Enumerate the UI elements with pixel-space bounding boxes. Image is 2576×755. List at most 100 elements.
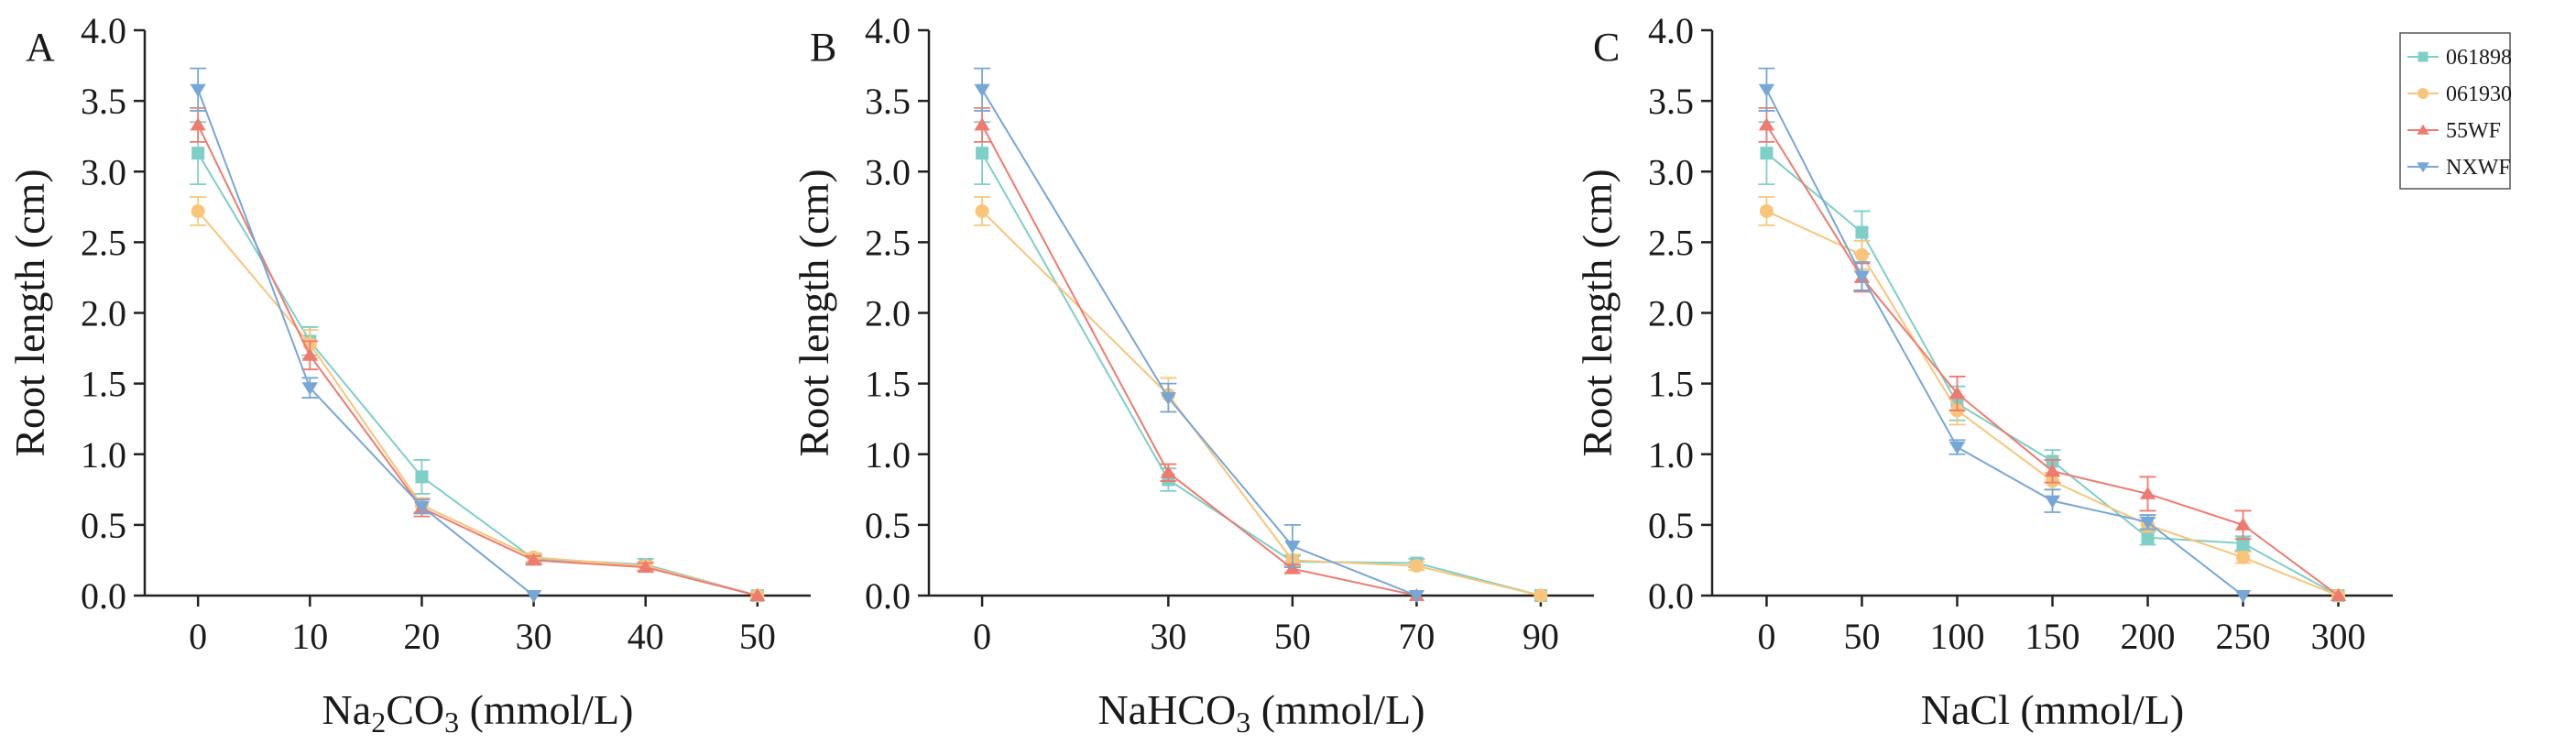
legend: 061898 061930 55WF NXWF (2399, 32, 2512, 190)
x-axis-title-part: (mmol/L) (1250, 686, 1424, 733)
x-tick-label: 0 (189, 616, 207, 657)
x-axis-title-part: CO (386, 686, 444, 733)
x-tick-label: 150 (2025, 616, 2080, 657)
x-tick-label: 40 (628, 616, 664, 657)
y-tick-label: 2.0 (81, 293, 126, 334)
x-tick-label: 300 (2311, 616, 2366, 657)
data-point-55wf (190, 117, 206, 131)
data-point-55wf (2330, 588, 2347, 601)
x-tick-label: 90 (1523, 616, 1559, 657)
x-axis-title-part: Na (322, 686, 372, 733)
data-point-55wf (2234, 517, 2252, 531)
legend-label: NXWF (2446, 156, 2511, 180)
y-tick-label: 1.5 (81, 364, 126, 405)
legend-marker (2418, 88, 2429, 99)
x-tick-label: 30 (1150, 616, 1186, 657)
x-tick-label: 10 (291, 616, 328, 657)
legend-entry-061930: 061930 (2407, 82, 2512, 106)
x-tick-label: 50 (1274, 616, 1311, 657)
data-point-061930 (1854, 247, 1869, 262)
series-line-nxwf (981, 89, 1417, 596)
x-tick-label: 250 (2216, 616, 2271, 657)
x-axis-title: NaCl (mmol/L) (1921, 686, 2184, 733)
y-tick-label: 3.5 (1648, 81, 1694, 122)
data-point-nxwf (2139, 516, 2156, 530)
series-line-nxwf (197, 89, 535, 596)
panel-letter: A (26, 25, 55, 70)
panel-letter: C (1593, 25, 1620, 70)
data-point-55wf (638, 560, 654, 574)
data-point-nxwf (1948, 442, 1966, 455)
x-tick-label: 0 (973, 616, 991, 657)
legend-marker (2417, 162, 2429, 173)
panel-letter: B (810, 25, 836, 70)
series-nxwf (190, 67, 542, 603)
x-axis-title: Na2CO3 (mmol/L) (322, 686, 634, 739)
x-axis-title-part: (mmol/L) (459, 686, 633, 733)
y-tick-label: 2.5 (81, 222, 126, 263)
data-point-nxwf (1853, 270, 1871, 284)
y-tick-label: 0.0 (81, 575, 126, 617)
data-point-55wf (301, 347, 318, 361)
y-axis-title: Root length (cm) (791, 169, 837, 456)
y-tick-label: 0.5 (1648, 505, 1694, 546)
data-point-55wf (749, 588, 766, 601)
data-point-061898 (1760, 147, 1774, 160)
data-point-061930 (975, 203, 989, 218)
data-point-nxwf (2044, 495, 2061, 509)
series-line-nxwf (1765, 89, 2244, 596)
y-tick-label: 2.5 (865, 222, 911, 263)
x-tick-label: 70 (1398, 616, 1435, 657)
legend-label: 061930 (2446, 82, 2512, 106)
data-point-nxwf (190, 83, 206, 97)
data-point-061898 (191, 147, 205, 160)
data-point-nxwf (974, 83, 990, 97)
x-axis-title-subscript: 3 (444, 706, 459, 739)
data-point-55wf (974, 117, 990, 131)
legend-entry-061898: 061898 (2407, 46, 2512, 70)
x-axis-title-part: NaHCO (1097, 686, 1236, 733)
data-point-nxwf (1408, 590, 1425, 603)
y-tick-label: 4.0 (865, 10, 911, 51)
y-tick-label: 0.5 (865, 505, 911, 546)
data-point-061898 (976, 147, 989, 160)
data-point-55wf (2139, 486, 2156, 499)
data-point-061930 (2236, 550, 2251, 564)
y-tick-label: 3.5 (81, 81, 126, 122)
data-point-061930 (1534, 588, 1548, 603)
data-point-nxwf (1284, 541, 1301, 553)
data-point-55wf (1948, 386, 1966, 399)
data-point-061898 (2236, 536, 2250, 550)
data-point-55wf (525, 553, 542, 566)
y-tick-label: 2.0 (865, 293, 911, 334)
x-axis-title-subscript: 2 (371, 706, 386, 739)
data-point-061930 (191, 203, 205, 218)
data-point-061930 (1409, 559, 1424, 574)
y-tick-label: 2.0 (1648, 293, 1694, 334)
series-nxwf (1758, 67, 2252, 603)
y-tick-label: 1.0 (865, 434, 911, 476)
y-tick-label: 0.0 (1648, 575, 1694, 617)
legend-entry-55wf: 55WF (2407, 119, 2501, 143)
x-tick-label: 200 (2121, 616, 2176, 657)
data-point-061898 (415, 470, 429, 484)
y-tick-label: 3.0 (81, 151, 126, 192)
y-tick-label: 3.5 (865, 81, 911, 122)
y-tick-label: 4.0 (81, 10, 126, 51)
x-axis-title-subscript: 3 (1236, 706, 1250, 739)
data-point-061898 (2141, 531, 2155, 544)
data-point-nxwf (2234, 590, 2252, 603)
x-tick-label: 50 (739, 616, 776, 657)
series-line-55wf (197, 124, 759, 596)
legend-label: 061898 (2446, 46, 2512, 70)
x-tick-label: 100 (1929, 616, 1984, 657)
chart-panel-b: 0.0 0.5 1.0 1.5 2.0 2.5 3.0 3.5 4.0 0 30 50 70 90 Root… (791, 10, 1594, 739)
legend-label: 55WF (2446, 119, 2501, 143)
y-tick-label: 1.5 (1648, 364, 1694, 405)
y-tick-label: 4.0 (1648, 10, 1694, 51)
x-axis-title-part: NaCl (mmol/L) (1921, 686, 2184, 733)
data-point-061930 (1759, 203, 1774, 218)
x-axis-title: NaHCO3 (mmol/L) (1097, 686, 1424, 739)
data-point-55wf (2044, 464, 2061, 477)
